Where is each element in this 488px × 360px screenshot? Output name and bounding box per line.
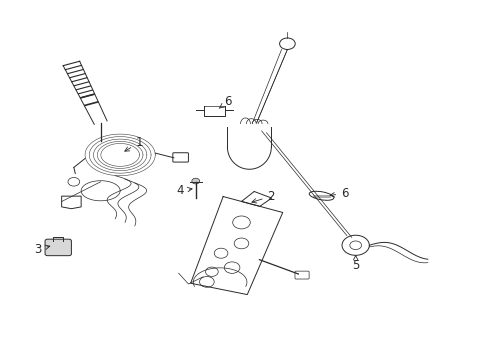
Text: 3: 3 <box>34 243 50 256</box>
Text: 1: 1 <box>124 136 143 151</box>
Text: 6: 6 <box>329 187 348 200</box>
Text: 6: 6 <box>219 95 231 108</box>
Text: 4: 4 <box>176 184 192 197</box>
Circle shape <box>191 178 199 184</box>
Text: 2: 2 <box>251 190 275 203</box>
FancyBboxPatch shape <box>172 153 188 162</box>
Text: 5: 5 <box>351 256 359 272</box>
FancyBboxPatch shape <box>294 271 308 279</box>
FancyBboxPatch shape <box>45 239 71 256</box>
